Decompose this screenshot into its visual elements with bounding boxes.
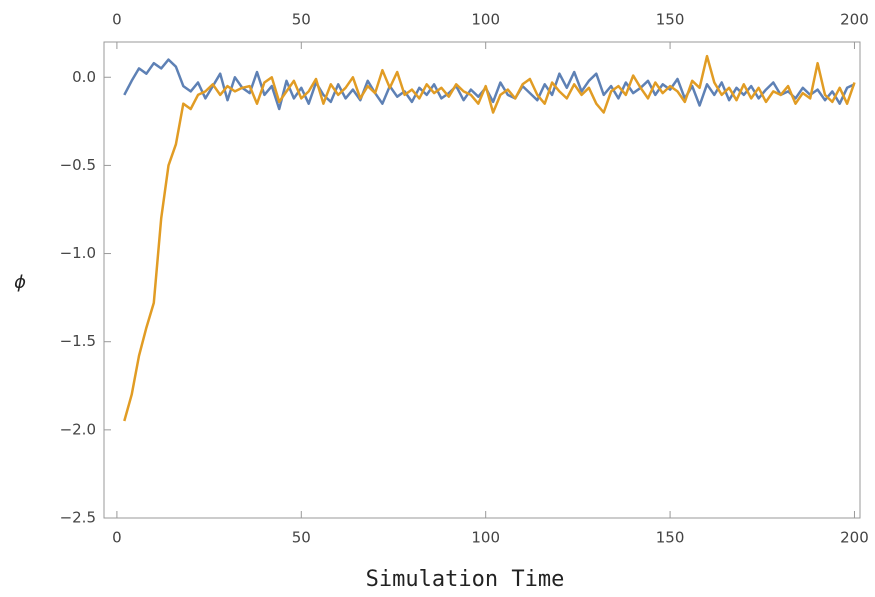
- x-tick-label: 0: [112, 529, 122, 547]
- y-tick-label: 0.0: [72, 68, 96, 86]
- y-axis-label: ϕ: [14, 272, 26, 293]
- x-top-tick-label: 150: [656, 11, 685, 29]
- x-tick-label: 100: [471, 529, 500, 547]
- x-tick-label: 150: [656, 529, 685, 547]
- x-axis-label: Simulation Time: [366, 567, 565, 592]
- x-top-tick-label: 100: [471, 11, 500, 29]
- plot-frame: [103, 41, 861, 519]
- y-tick-label: −1.0: [60, 244, 96, 262]
- x-top-tick-label: 50: [292, 11, 311, 29]
- y-tick-label: −2.0: [60, 420, 96, 438]
- y-tick-label: −1.5: [60, 332, 96, 350]
- x-top-tick-label: 0: [112, 11, 122, 29]
- series-line: [123, 54, 856, 422]
- x-top-tick-label: 200: [840, 11, 869, 29]
- y-tick-label: −0.5: [60, 156, 96, 174]
- y-tick-label: −2.5: [60, 509, 96, 527]
- x-tick-label: 50: [292, 529, 311, 547]
- x-tick-label: 200: [840, 529, 869, 547]
